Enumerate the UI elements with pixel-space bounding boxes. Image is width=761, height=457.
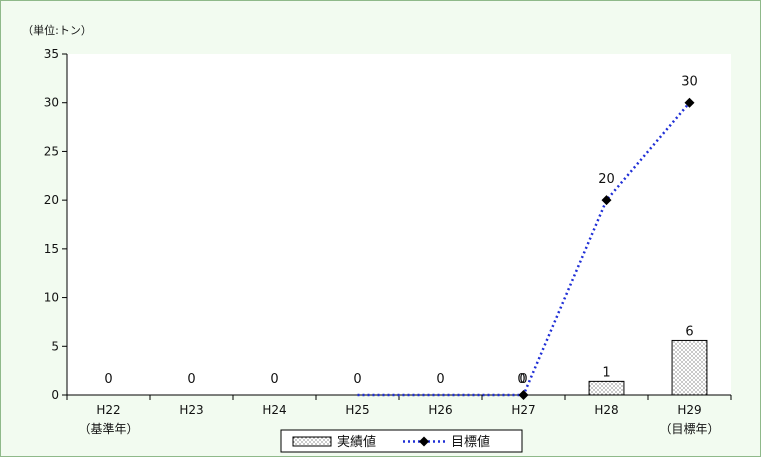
target-marker-H27 bbox=[518, 390, 529, 400]
bar-data-label: 0 bbox=[436, 372, 444, 387]
bar-data-label: 0 bbox=[270, 372, 278, 387]
target-data-label: 0 bbox=[517, 372, 525, 387]
x-tick-label: H29 bbox=[677, 403, 701, 417]
target-marker-H28 bbox=[601, 195, 612, 206]
legend-label-actual: 実績値 bbox=[337, 434, 376, 450]
plot-area bbox=[67, 54, 731, 395]
x-tick-label: H23 bbox=[179, 403, 203, 417]
y-tick-label: 35 bbox=[44, 47, 59, 61]
legend-bar-swatch bbox=[292, 436, 332, 447]
y-tick-label: 0 bbox=[51, 388, 59, 402]
unit-label: （単位:トン） bbox=[22, 23, 92, 37]
x-tick-label: H27 bbox=[511, 403, 535, 417]
y-tick-label: 25 bbox=[44, 144, 59, 158]
x-tick-label: H24 bbox=[262, 403, 286, 417]
y-tick-label: 10 bbox=[44, 291, 59, 305]
bar-data-label: 0 bbox=[187, 372, 195, 387]
x-tick-label: H25 bbox=[345, 403, 369, 417]
bar-H29 bbox=[671, 339, 708, 396]
bar-data-label: 0 bbox=[519, 372, 527, 387]
y-tick-label: 30 bbox=[44, 96, 59, 110]
legend: 実績値 目標値 bbox=[280, 429, 523, 453]
target-data-label: 20 bbox=[598, 172, 615, 187]
x-tick-sublabel: （目標年） bbox=[659, 422, 719, 436]
legend-label-target: 目標値 bbox=[451, 434, 490, 450]
target-data-label: 30 bbox=[681, 75, 698, 90]
y-tick-label: 15 bbox=[44, 242, 59, 256]
target-marker-H29 bbox=[684, 97, 695, 108]
bar-data-label: 0 bbox=[353, 372, 361, 387]
bar-data-label: 1 bbox=[602, 365, 610, 380]
x-tick-label: H28 bbox=[594, 403, 618, 417]
y-tick-label: 5 bbox=[51, 339, 59, 353]
x-tick-label: H26 bbox=[428, 403, 452, 417]
x-tick-sublabel: （基準年） bbox=[78, 421, 138, 436]
bar-H28 bbox=[588, 380, 625, 396]
bar-data-label: 6 bbox=[685, 324, 693, 339]
x-tick-label: H22 bbox=[96, 403, 120, 417]
y-tick-label: 20 bbox=[44, 193, 59, 207]
bar-data-label: 0 bbox=[104, 372, 112, 387]
legend-marker-swatch bbox=[419, 436, 429, 447]
legend-box bbox=[280, 429, 523, 453]
